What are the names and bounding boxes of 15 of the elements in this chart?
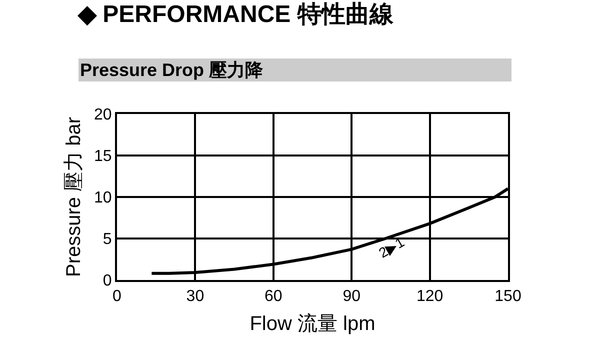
chart-title: ◆ PERFORMANCE 特性曲線 [77,1,394,28]
x-tick-label: 60 [264,288,282,306]
x-tick-label: 150 [494,288,522,306]
annotation: 2▶1 [376,234,408,261]
y-tick-label: 15 [94,148,112,166]
y-axis-title: Pressure 壓力 bar [63,116,86,278]
x-tick-label: 90 [342,288,361,306]
y-tick-label: 0 [102,272,112,290]
y-tick-label: 5 [102,231,112,248]
x-tick-label: 120 [416,288,444,306]
y-tick-label: 20 [94,106,112,124]
x-tick-label: 30 [186,288,204,306]
x-axis-title: Flow 流量 lpm [250,313,376,336]
y-tick-label: 10 [94,190,112,207]
chart-subtitle: Pressure Drop 壓力降 [80,60,264,80]
